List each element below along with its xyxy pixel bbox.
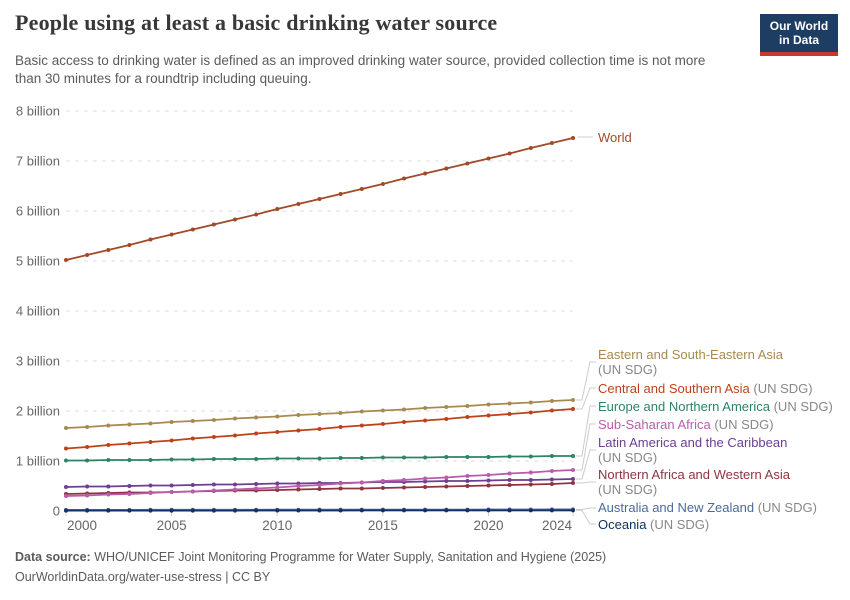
- legend-suffix-europe-and-northern-america: (UN SDG): [769, 399, 833, 414]
- series-points-oceania[interactable]: [64, 508, 575, 513]
- x-axis-label: 2005: [157, 518, 187, 533]
- data-source-line: Data source: WHO/UNICEF Joint Monitoring…: [15, 547, 606, 567]
- legend-item-eastern-and-south-eastern-asia[interactable]: Eastern and South-Eastern Asia (UN SDG): [598, 347, 783, 377]
- legend-item-australia-and-new-zealand[interactable]: Australia and New Zealand (UN SDG): [598, 500, 817, 515]
- license-label: CC BY: [231, 570, 271, 584]
- y-axis-label: 6 billion: [16, 204, 60, 219]
- legend-connector: [576, 449, 596, 480]
- series-points-sub-saharan-africa[interactable]: [64, 468, 575, 498]
- legend-item-latin-america-and-the-caribbean[interactable]: Latin America and the Caribbean (UN SDG): [598, 435, 787, 465]
- series-points-central-and-southern-asia[interactable]: [64, 407, 575, 451]
- y-axis-label: 8 billion: [16, 104, 60, 119]
- legend-label-eastern-and-south-eastern-asia: Eastern and South-Eastern Asia: [598, 347, 784, 362]
- legend-suffix-sub-saharan-africa: (UN SDG): [710, 417, 774, 432]
- legend-label-sub-saharan-africa: Sub-Saharan Africa: [598, 417, 711, 432]
- legend-connector: [576, 361, 596, 401]
- owid-url-link[interactable]: OurWorldinData.org/water-use-stress: [15, 570, 222, 584]
- legend-label-world: World: [598, 130, 632, 145]
- y-axis-label: 4 billion: [16, 304, 60, 319]
- legend-label-latin-america-and-the-caribbean: Latin America and the Caribbean: [598, 435, 788, 450]
- legend-connector: [576, 481, 596, 484]
- x-axis-label: 2015: [368, 518, 398, 533]
- series-points-eastern-and-south-eastern-asia[interactable]: [64, 398, 575, 430]
- data-source-text: WHO/UNICEF Joint Monitoring Programme fo…: [90, 550, 607, 564]
- data-source-label: Data source:: [15, 550, 91, 564]
- legend-connector: [576, 509, 596, 525]
- legend-suffix-latin-america-and-the-caribbean: (UN SDG): [598, 450, 658, 465]
- owid-logo[interactable]: Our World in Data: [760, 14, 838, 56]
- x-axis-label: 2020: [473, 518, 503, 533]
- legend-suffix-northern-africa-and-western-asia: (UN SDG): [598, 482, 658, 497]
- legend-suffix-eastern-and-south-eastern-asia: (UN SDG): [598, 362, 658, 377]
- legend-suffix-oceania: (UN SDG): [646, 517, 710, 532]
- y-axis-label: 5 billion: [16, 254, 60, 269]
- legend-item-central-and-southern-asia[interactable]: Central and Southern Asia (UN SDG): [598, 381, 813, 396]
- page-title: People using at least a basic drinking w…: [15, 10, 498, 35]
- footer-separator: |: [221, 570, 232, 584]
- x-axis-label: 2000: [67, 518, 97, 533]
- legend-connector: [576, 387, 596, 410]
- legend-connector: [576, 405, 596, 457]
- x-axis-label: 2024: [542, 518, 573, 533]
- series-points-world[interactable]: [64, 136, 575, 262]
- owid-logo-line1: Our World: [769, 19, 829, 33]
- x-axis-label: 2010: [262, 518, 292, 533]
- legend-item-northern-africa-and-western-asia[interactable]: Northern Africa and Western Asia (UN SDG): [598, 467, 790, 497]
- y-axis-label: 0: [53, 504, 60, 519]
- legend-suffix-australia-and-new-zealand: (UN SDG): [754, 500, 817, 515]
- legend-connector: [576, 423, 596, 471]
- owid-logo-line2: in Data: [778, 33, 819, 47]
- legend-item-europe-and-northern-america[interactable]: Europe and Northern America (UN SDG): [598, 399, 833, 414]
- chart-footer: Data source: WHO/UNICEF Joint Monitoring…: [15, 547, 606, 587]
- legend-suffix-central-and-southern-asia: (UN SDG): [749, 381, 813, 396]
- legend-label-central-and-southern-asia: Central and Southern Asia: [598, 381, 750, 396]
- legend-item-world[interactable]: World: [598, 130, 632, 145]
- y-axis-label: 3 billion: [16, 354, 60, 369]
- legend-label-australia-and-new-zealand: Australia and New Zealand: [598, 500, 755, 515]
- y-axis-label: 1 billion: [16, 454, 60, 469]
- legend-connector: [576, 507, 596, 510]
- chart-subtitle: Basic access to drinking water is define…: [15, 53, 706, 86]
- legend-label-europe-and-northern-america: Europe and Northern America: [598, 399, 770, 414]
- legend-label-oceania: Oceania: [598, 517, 647, 532]
- legend-label-northern-africa-and-western-asia: Northern Africa and Western Asia: [598, 467, 790, 482]
- y-axis-label: 7 billion: [16, 154, 60, 169]
- legend-item-oceania[interactable]: Oceania (UN SDG): [598, 517, 709, 532]
- legend-item-sub-saharan-africa[interactable]: Sub-Saharan Africa (UN SDG): [598, 417, 774, 432]
- series-points-europe-and-northern-america[interactable]: [64, 454, 575, 463]
- citation-line: OurWorldinData.org/water-use-stress | CC…: [15, 567, 606, 587]
- y-axis-label: 2 billion: [16, 404, 60, 419]
